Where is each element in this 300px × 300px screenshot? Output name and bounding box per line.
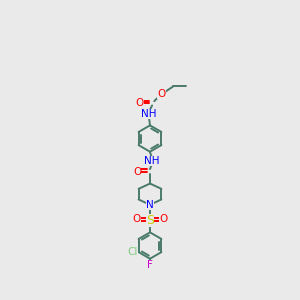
Text: O: O — [135, 98, 143, 108]
Text: O: O — [133, 214, 141, 224]
Text: N: N — [146, 200, 154, 210]
Text: Cl: Cl — [127, 247, 137, 257]
Text: O: O — [133, 167, 141, 177]
Text: F: F — [147, 260, 153, 271]
Text: S: S — [146, 214, 154, 227]
Text: O: O — [159, 214, 167, 224]
Text: NH: NH — [144, 156, 160, 166]
Text: NH: NH — [141, 109, 157, 119]
Text: O: O — [158, 89, 166, 99]
